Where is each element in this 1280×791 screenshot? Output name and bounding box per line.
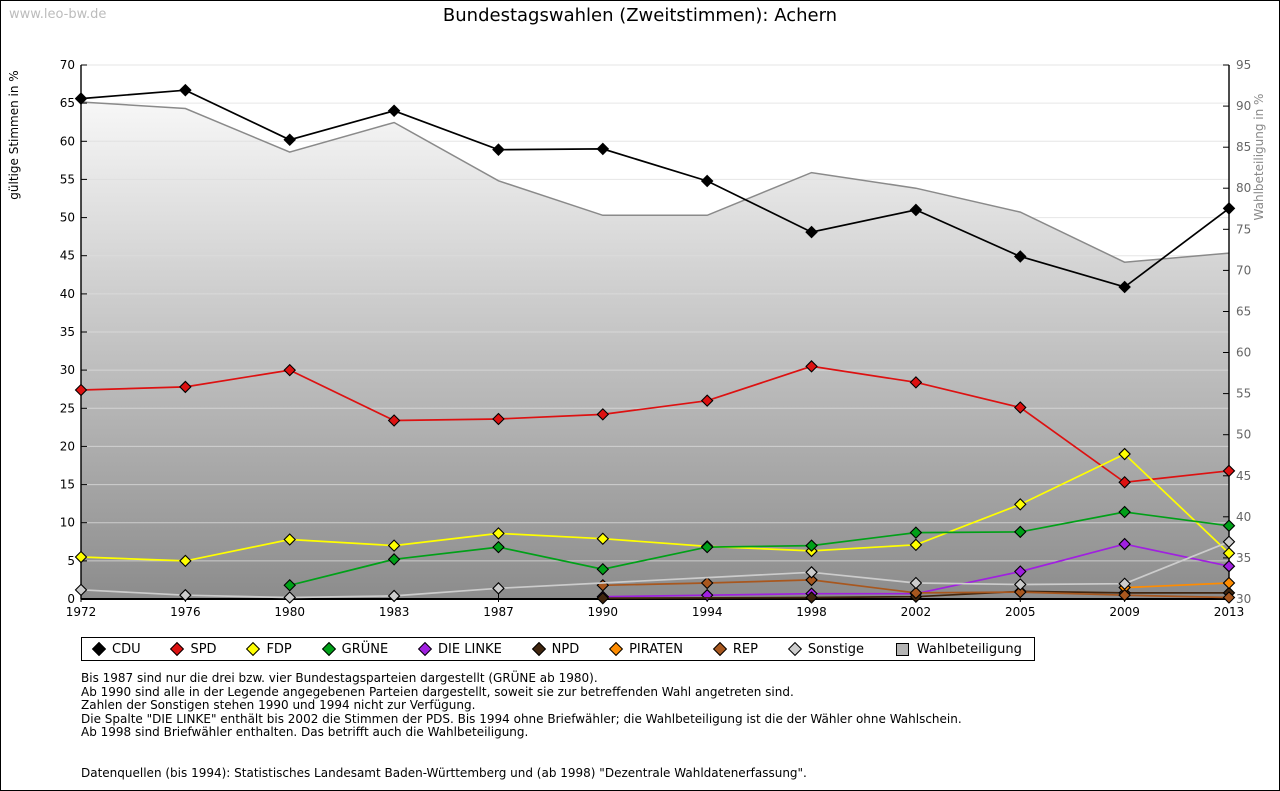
legend-diamond-icon (170, 641, 185, 657)
series-CDU (74, 83, 1236, 294)
legend-label: PIRATEN (629, 641, 684, 657)
svg-text:2013: 2013 (1214, 605, 1245, 619)
legend-item-npd: NPD (531, 641, 580, 657)
election-chart: 0 5 10 15 20 25 30 35 40 45 50 55 60 65 70 30 35 40 45 50 55… (1, 1, 1279, 629)
legend-label: SPD (190, 641, 217, 657)
svg-text:50: 50 (1236, 428, 1251, 442)
svg-text:55: 55 (1236, 387, 1251, 401)
svg-text:60: 60 (1236, 346, 1251, 360)
participation-area (81, 102, 1229, 599)
svg-text:70: 70 (60, 58, 75, 72)
svg-text:65: 65 (1236, 305, 1251, 319)
svg-text:70: 70 (1236, 263, 1251, 277)
series-REP (596, 573, 1236, 604)
svg-text:45: 45 (60, 249, 75, 263)
legend-diamond-icon (321, 641, 336, 657)
svg-text:90: 90 (1236, 99, 1251, 113)
legend-diamond-icon (609, 641, 624, 657)
svg-text:65: 65 (60, 96, 75, 110)
svg-text:45: 45 (1236, 469, 1251, 483)
chart-legend: CDU SPD FDP GRÜNE DIE LINKE NPD PIRATEN REP Sons… (81, 637, 1035, 661)
legend-label: NPD (551, 641, 580, 657)
legend-square-icon (895, 642, 909, 656)
svg-text:20: 20 (60, 439, 75, 453)
legend-item-cdu: CDU (91, 641, 141, 657)
svg-text:30: 30 (60, 363, 75, 377)
axes: 0 5 10 15 20 25 30 35 40 45 50 55 60 65 70 30 35 40 45 50 55… (60, 58, 1252, 619)
page-title: Bundestagswahlen (Zweitstimmen): Achern (442, 5, 838, 26)
footnote-line: Ab 1998 sind Briefwähler enthalten. Das … (81, 725, 529, 740)
legend-label: GRÜNE (341, 641, 389, 657)
svg-text:1972: 1972 (66, 605, 97, 619)
svg-text:2002: 2002 (901, 605, 932, 619)
svg-text:55: 55 (60, 172, 75, 186)
watermark: www.leo-bw.de (9, 7, 107, 22)
svg-text:5: 5 (67, 554, 75, 568)
svg-text:15: 15 (60, 478, 75, 492)
svg-text:35: 35 (60, 325, 75, 339)
legend-item-grüne: GRÜNE (321, 641, 389, 657)
gridlines (81, 64, 1229, 562)
footnote-line: Ab 1990 sind alle in der Legende angegeb… (81, 684, 794, 699)
legend-label: Sonstige (807, 641, 865, 657)
legend-item-spd: SPD (170, 641, 217, 657)
legend-label: Wahlbeteiligung (916, 641, 1022, 657)
svg-text:0: 0 (67, 592, 75, 606)
footnote-line: Die Spalte "DIE LINKE" enthält bis 2002 … (81, 711, 962, 726)
legend-label: REP (732, 641, 758, 657)
left-axis-title: gültige Stimmen in % (7, 70, 21, 199)
legend-diamond-icon (91, 641, 107, 657)
svg-text:80: 80 (1236, 181, 1251, 195)
footnote-line: Bis 1987 sind nur die drei bzw. vier Bun… (81, 671, 598, 685)
footnote-line: Zahlen der Sonstigen stehen 1990 und 199… (81, 698, 476, 713)
data-source-line: Datenquellen (bis 1994): Statistisches L… (81, 765, 807, 780)
svg-text:2009: 2009 (1109, 605, 1140, 619)
svg-text:2005: 2005 (1005, 605, 1036, 619)
legend-diamond-icon (246, 641, 261, 657)
svg-text:1980: 1980 (274, 605, 305, 619)
series-SPD (74, 360, 1236, 489)
legend-item-piraten: PIRATEN (609, 641, 684, 657)
legend-item-fdp: FDP (246, 641, 292, 657)
svg-text:40: 40 (1236, 510, 1251, 524)
svg-text:40: 40 (60, 287, 75, 301)
svg-text:1998: 1998 (796, 605, 827, 619)
svg-text:1983: 1983 (379, 605, 410, 619)
svg-text:1990: 1990 (588, 605, 619, 619)
svg-text:50: 50 (60, 211, 75, 225)
legend-item-wahlbeteiligung: Wahlbeteiligung (895, 641, 1022, 657)
right-axis-title: Wahlbeteiligung in % (1252, 94, 1266, 221)
svg-text:85: 85 (1236, 140, 1251, 154)
legend-item-die-linke: DIE LINKE (417, 641, 502, 657)
legend-diamond-icon (787, 641, 802, 657)
footnote-gap (81, 740, 962, 767)
legend-label: FDP (266, 641, 292, 657)
svg-text:1994: 1994 (692, 605, 723, 619)
legend-diamond-icon (531, 641, 546, 657)
legend-diamond-icon (712, 641, 727, 657)
series-GRÜNE (283, 505, 1236, 592)
legend-item-rep: REP (712, 641, 758, 657)
legend-label: CDU (112, 641, 141, 657)
legend-diamond-icon (417, 641, 433, 657)
svg-text:75: 75 (1236, 222, 1251, 236)
series-Sonstige (74, 535, 1236, 604)
chart-svg: 0 5 10 15 20 25 30 35 40 45 50 55 60 65 70 30 35 40 45 50 55… (7, 58, 1266, 619)
legend-item-sonstige: Sonstige (787, 641, 865, 657)
svg-text:1987: 1987 (483, 605, 514, 619)
legend-label: DIE LINKE (438, 641, 502, 657)
svg-text:60: 60 (60, 134, 75, 148)
participation-line (80, 101, 1230, 263)
svg-text:95: 95 (1236, 58, 1251, 72)
svg-text:1976: 1976 (170, 605, 201, 619)
svg-text:30: 30 (1236, 592, 1251, 606)
svg-text:25: 25 (60, 401, 75, 415)
svg-text:35: 35 (1236, 551, 1251, 565)
svg-text:10: 10 (60, 516, 75, 530)
footnotes: Bis 1987 sind nur die drei bzw. vier Bun… (81, 671, 962, 781)
